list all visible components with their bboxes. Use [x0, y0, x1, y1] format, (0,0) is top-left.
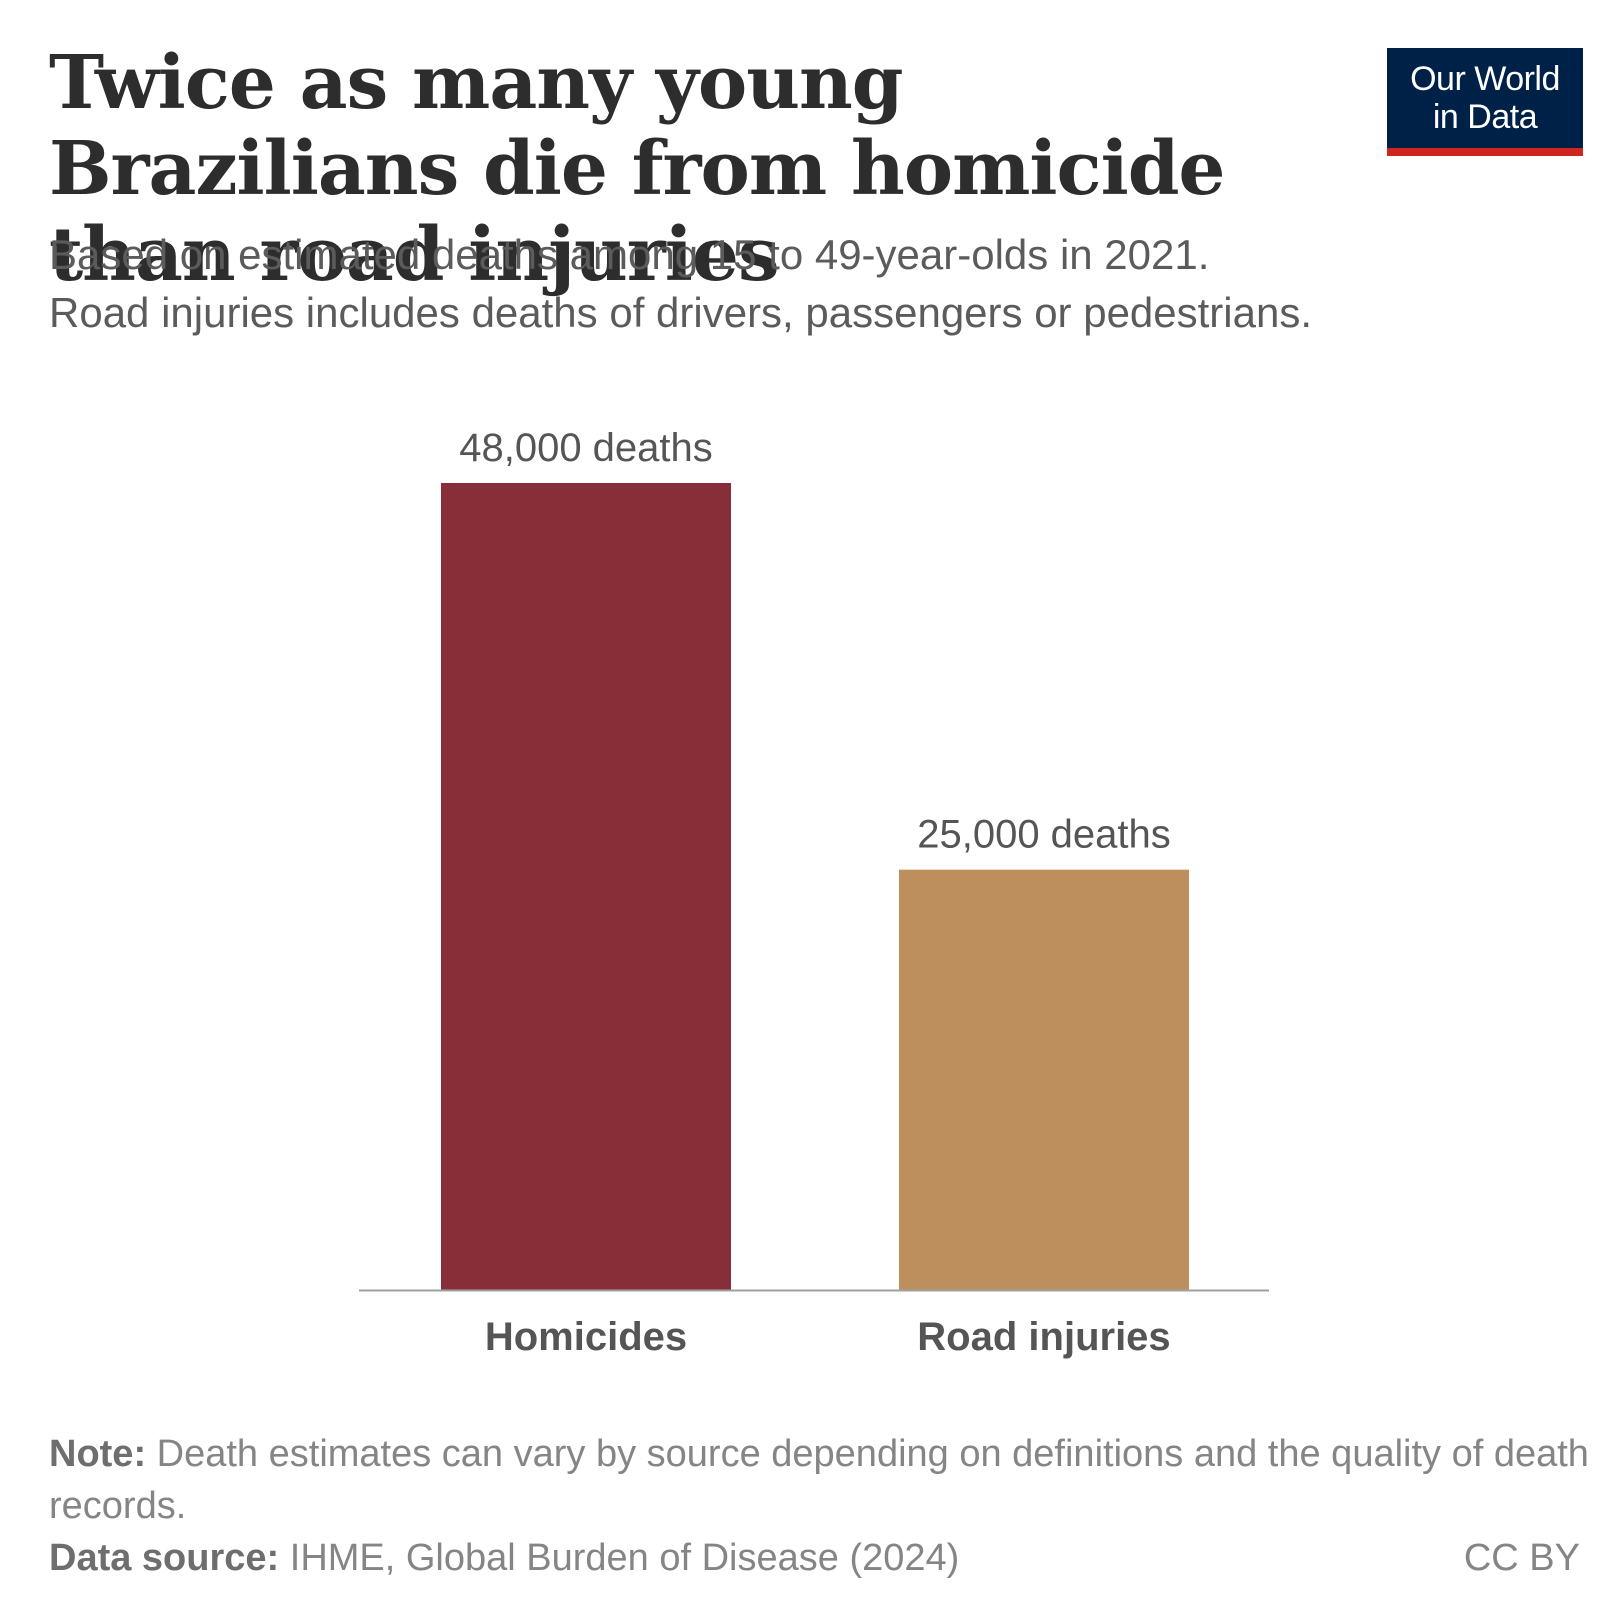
source-link[interactable]: IHME, Global Burden of Disease (2024) [279, 1537, 960, 1579]
subtitle-line-1: Based on estimated deaths among 15 to 49… [49, 231, 1210, 278]
note-text: Death estimates can vary by source depen… [49, 1433, 1589, 1527]
category-label: Homicides [485, 1315, 687, 1359]
category-label: Road injuries [917, 1315, 1170, 1359]
chart-title: Twice as many young Brazilians die from … [49, 40, 1226, 298]
note-label: Note: [49, 1433, 147, 1475]
owid-logo[interactable]: Our World in Data [1387, 48, 1583, 156]
chart-subtitle: Based on estimated deaths among 15 to 49… [49, 226, 1549, 342]
bar-road-injuries[interactable] [899, 869, 1189, 1290]
data-source: Data source: IHME, Global Burden of Dise… [49, 1532, 1589, 1584]
subtitle-line-2: Road injuries includes deaths of drivers… [49, 289, 1313, 336]
chart-footer: Note: Death estimates can vary by source… [49, 1428, 1589, 1584]
note: Note: Death estimates can vary by source… [49, 1428, 1589, 1532]
bar-chart: 48,000 deaths Homicides 25,000 deaths Road … [359, 426, 1269, 1359]
data-label: 25,000 deaths [917, 813, 1171, 857]
license-link[interactable]: CC BY [1463, 1537, 1580, 1579]
source-label: Data source: [49, 1537, 280, 1579]
data-label: 48,000 deaths [459, 426, 713, 470]
logo-line-1: Our World [1410, 60, 1560, 98]
logo-line-2: in Data [1432, 98, 1538, 136]
bar-homicides[interactable] [441, 483, 731, 1290]
